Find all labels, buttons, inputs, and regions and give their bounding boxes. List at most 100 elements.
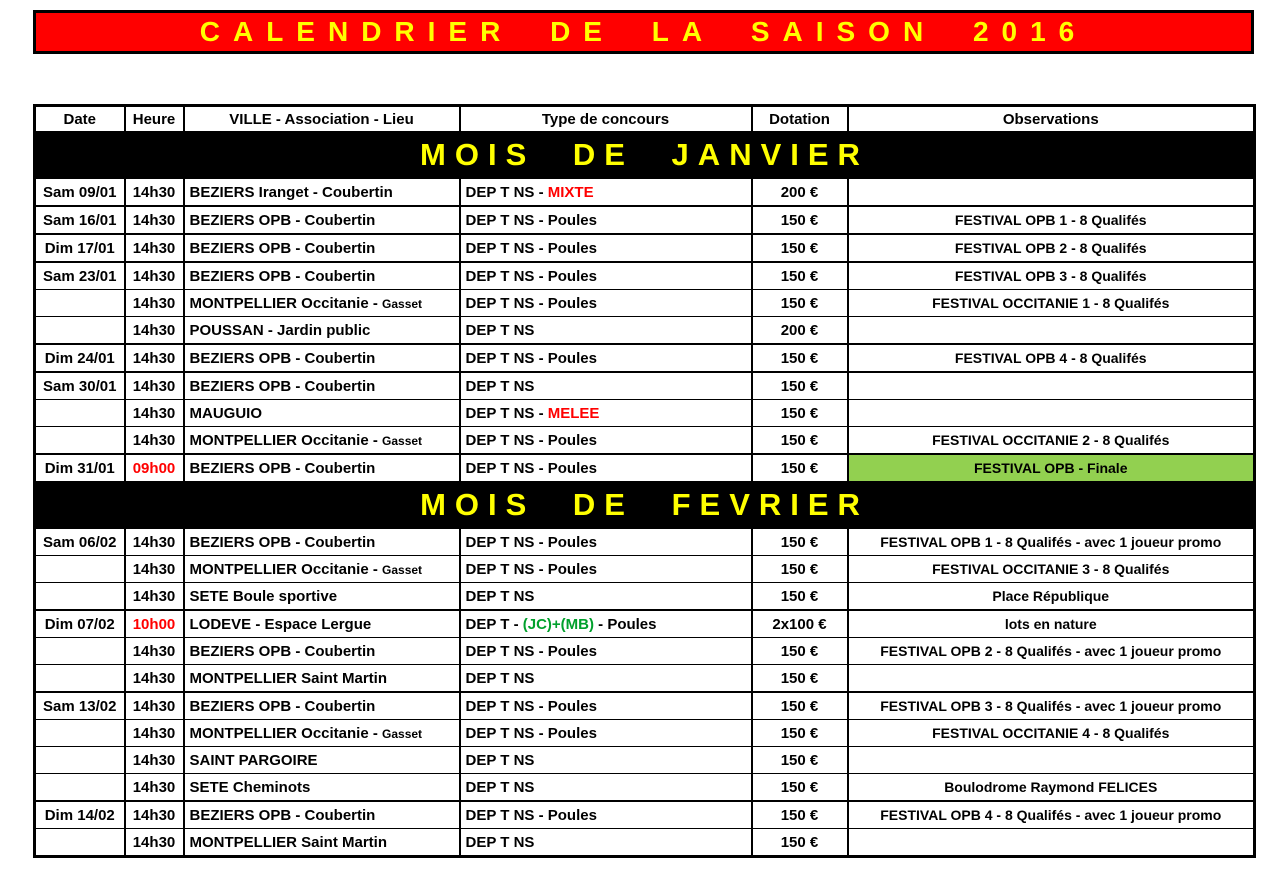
type-text: DEP T NS - Poules: [465, 211, 597, 229]
calendar-row: Dim 07/02 10h00 LODEVE - Espace Lergue DEP …: [33, 609, 1256, 638]
type-text: DEP T NS -: [465, 404, 548, 422]
observations-cell: [846, 177, 1256, 207]
heure-cell: 10h00: [123, 609, 185, 638]
ville-text: SETE Cheminots: [189, 778, 311, 796]
type-cell: DEP T NS - Poules: [458, 527, 753, 556]
observations-cell: [846, 371, 1256, 400]
observations-cell: FESTIVAL OPB 2 - 8 Qualifés: [846, 233, 1256, 263]
type-cell: DEP T NS - Poules: [458, 453, 753, 483]
type-cell: DEP T NS: [458, 664, 753, 693]
calendar-row: Sam 23/01 14h30 BEZIERS OPB - Coubertin DEP…: [33, 261, 1256, 290]
ville-text: BEZIERS OPB - Coubertin: [189, 642, 376, 660]
type-highlight-text: MELEE: [547, 404, 600, 422]
ville-text: MONTPELLIER Occitanie -: [189, 431, 383, 449]
observations-cell: FESTIVAL OPB 4 - 8 Qualifés - avec 1 jou…: [846, 800, 1256, 829]
dotation-cell: 2x100 €: [750, 609, 849, 638]
type-highlight-text: MIXTE: [547, 183, 594, 201]
heure-cell: 14h30: [123, 555, 185, 583]
observations-cell: [846, 664, 1256, 693]
type-cell: DEP T NS - Poules: [458, 426, 753, 455]
date-cell: Sam 23/01: [33, 261, 126, 290]
calendar-row: Dim 17/01 14h30 BEZIERS OPB - Coubertin DEP…: [33, 233, 1256, 263]
type-highlight-text: (JC)+(MB): [522, 615, 594, 633]
type-cell: DEP T NS: [458, 773, 753, 802]
type-text: DEP T NS - Poules: [465, 239, 597, 257]
type-text: DEP T NS - Poules: [465, 724, 597, 742]
ville-text: BEZIERS OPB - Coubertin: [189, 806, 376, 824]
ville-text: BEZIERS OPB - Coubertin: [189, 239, 376, 257]
ville-text: POUSSAN - Jardin public: [189, 321, 371, 339]
date-cell: [33, 746, 126, 774]
ville-cell: BEZIERS OPB - Coubertin: [182, 205, 461, 235]
date-cell: Dim 24/01: [33, 343, 126, 373]
date-cell: [33, 828, 126, 857]
ville-cell: BEZIERS OPB - Coubertin: [182, 371, 461, 400]
observations-cell: [846, 746, 1256, 774]
date-cell: [33, 719, 126, 747]
ville-text: BEZIERS OPB - Coubertin: [189, 533, 376, 551]
ville-cell: BEZIERS OPB - Coubertin: [182, 691, 461, 720]
ville-venue-text: Gasset: [382, 296, 423, 311]
ville-cell: MONTPELLIER Occitanie - Gasset: [182, 719, 461, 747]
ville-text: SAINT PARGOIRE: [189, 751, 318, 769]
observations-cell: FESTIVAL OPB 2 - 8 Qualifés - avec 1 jou…: [846, 637, 1256, 665]
dotation-cell: 150 €: [750, 800, 849, 829]
observations-cell: [846, 316, 1256, 345]
month-band-title: MOIS DE JANVIER: [33, 131, 1256, 179]
type-cell: DEP T NS: [458, 371, 753, 400]
month-band-row: MOIS DE FEVRIER: [33, 481, 1256, 529]
calendar-row: Dim 24/01 14h30 BEZIERS OPB - Coubertin DEP…: [33, 343, 1256, 373]
ville-cell: BEZIERS OPB - Coubertin: [182, 637, 461, 665]
type-cell: DEP T NS - MELEE: [458, 399, 753, 427]
ville-venue-text: Gasset: [382, 726, 423, 741]
date-cell: [33, 426, 126, 455]
type-text: DEP T NS - Poules: [465, 431, 597, 449]
type-cell: DEP T NS - Poules: [458, 719, 753, 747]
dotation-cell: 150 €: [750, 637, 849, 665]
ville-cell: MONTPELLIER Saint Martin: [182, 828, 461, 857]
calendar-table: Date Heure VILLE - Association - Lieu Type …: [33, 104, 1256, 858]
dotation-cell: 150 €: [750, 773, 849, 802]
calendar-row: 14h30 SAINT PARGOIRE DEP T NS 150 €: [33, 746, 1256, 774]
ville-text: MONTPELLIER Occitanie -: [189, 560, 383, 578]
date-cell: [33, 316, 126, 345]
dotation-cell: 150 €: [750, 527, 849, 556]
ville-text: BEZIERS OPB - Coubertin: [189, 377, 376, 395]
observations-cell: Place République: [846, 582, 1256, 611]
heure-cell: 14h30: [123, 426, 185, 455]
column-header-row: Date Heure VILLE - Association - Lieu Type …: [33, 104, 1256, 133]
type-cell: DEP T NS - Poules: [458, 555, 753, 583]
ville-cell: BEZIERS OPB - Coubertin: [182, 343, 461, 373]
date-cell: [33, 289, 126, 317]
observations-cell: FESTIVAL OCCITANIE 2 - 8 Qualifés: [846, 426, 1256, 455]
date-cell: [33, 555, 126, 583]
ville-cell: MONTPELLIER Saint Martin: [182, 664, 461, 693]
month-band-row: MOIS DE JANVIER: [33, 131, 1256, 179]
dotation-cell: 150 €: [750, 289, 849, 317]
type-text: DEP T NS - Poules: [465, 697, 597, 715]
observations-cell: FESTIVAL OCCITANIE 1 - 8 Qualifés: [846, 289, 1256, 317]
type-text: DEP T NS - Poules: [465, 294, 597, 312]
ville-text: BEZIERS OPB - Coubertin: [189, 349, 376, 367]
date-cell: [33, 773, 126, 802]
type-text: DEP T NS: [465, 751, 535, 769]
type-cell: DEP T NS: [458, 582, 753, 611]
type-cell: DEP T NS: [458, 316, 753, 345]
heure-cell: 14h30: [123, 828, 185, 857]
observations-cell: Boulodrome Raymond FELICES: [846, 773, 1256, 802]
dotation-cell: 150 €: [750, 664, 849, 693]
type-text: DEP T NS: [465, 778, 535, 796]
ville-cell: POUSSAN - Jardin public: [182, 316, 461, 345]
type-cell: DEP T NS - Poules: [458, 343, 753, 373]
month-band-title: MOIS DE FEVRIER: [33, 481, 1256, 529]
heure-cell: 14h30: [123, 800, 185, 829]
date-cell: [33, 582, 126, 611]
type-text: DEP T NS: [465, 833, 535, 851]
ville-cell: BEZIERS OPB - Coubertin: [182, 261, 461, 290]
ville-cell: BEZIERS OPB - Coubertin: [182, 800, 461, 829]
type-cell: DEP T - (JC)+(MB) - Poules: [458, 609, 753, 638]
calendar-row: 14h30 MONTPELLIER Occitanie - Gasset DEP T…: [33, 426, 1256, 455]
ville-text: MONTPELLIER Occitanie -: [189, 294, 383, 312]
title-banner: CALENDRIER DE LA SAISON 2016: [33, 10, 1254, 54]
ville-cell: SETE Cheminots: [182, 773, 461, 802]
